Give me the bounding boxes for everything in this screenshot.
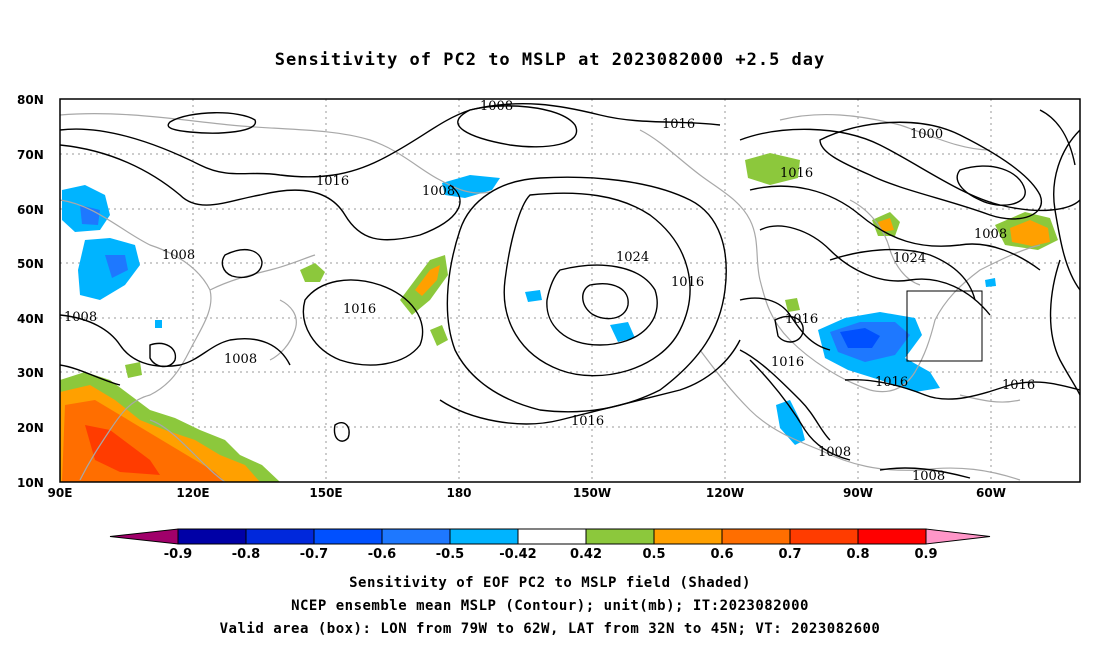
colorbar-box <box>517 528 587 545</box>
colorbar-tick-label: -0.42 <box>499 547 536 562</box>
colorbar-box <box>857 528 927 545</box>
colorbar-box <box>789 528 859 545</box>
colorbar-tick-label: -0.8 <box>232 547 260 562</box>
contour-label: 1000 <box>910 127 943 142</box>
contour-label: 1016 <box>771 355 804 370</box>
contour-label: 1008 <box>224 352 257 367</box>
colorbar-left-triangle <box>109 528 179 545</box>
colorbar-tick-label: -0.6 <box>368 547 396 562</box>
contour-label: 1016 <box>875 375 908 390</box>
lat-label: 20N <box>17 421 44 435</box>
colorbar-tick-label: 0.5 <box>642 547 665 562</box>
lat-label: 50N <box>17 257 44 271</box>
contour-label: 1008 <box>974 227 1007 242</box>
colorbar: -0.9 -0.8 -0.7 -0.6 -0.5 -0.42 0.42 0.5 0.6 0.7 0.… <box>109 528 991 562</box>
contour-label: 1016 <box>571 414 604 429</box>
colorbar-box <box>381 528 451 545</box>
lon-label: 120W <box>706 486 744 500</box>
colorbar-right-triangle <box>925 528 991 545</box>
lon-label: 90W <box>843 486 873 500</box>
colorbar-tick-label: 0.7 <box>778 547 801 562</box>
colorbar-box <box>653 528 723 545</box>
plot-border <box>59 98 1081 483</box>
colorbar-box <box>721 528 791 545</box>
contour-label: 1016 <box>780 166 813 181</box>
mslp-contours <box>59 103 1081 479</box>
lat-label: 80N <box>17 93 44 107</box>
coastlines <box>59 113 1041 483</box>
lon-label: 150W <box>573 486 611 500</box>
colorbar-box <box>313 528 383 545</box>
colorbar-tick-label: 0.8 <box>846 547 869 562</box>
contour-label: 1016 <box>785 312 818 327</box>
shaded-sensitivity <box>60 153 1058 482</box>
colorbar-tick-label: 0.42 <box>570 547 602 562</box>
contour-labels: 1008 1016 1000 1016 1008 1016 1008 1008 … <box>64 99 1035 484</box>
contour-label: 1008 <box>818 445 851 460</box>
map-title: Sensitivity of PC2 to MSLP at 2023082000… <box>274 50 826 70</box>
lat-label: 60N <box>17 203 44 217</box>
grid-lines <box>60 99 1080 482</box>
contour-label: 1024 <box>893 251 926 266</box>
lon-label: 120E <box>176 486 209 500</box>
caption-shaded: Sensitivity of EOF PC2 to MSLP field (Sh… <box>349 575 751 591</box>
colorbar-tick-label: -0.9 <box>164 547 192 562</box>
contour-label: 1016 <box>1002 378 1035 393</box>
lon-label: 180 <box>446 486 471 500</box>
lon-label: 90E <box>48 486 73 500</box>
lat-label: 70N <box>17 148 44 162</box>
caption-contour: NCEP ensemble mean MSLP (Contour); unit(… <box>291 598 809 614</box>
colorbar-tick-label: -0.5 <box>436 547 464 562</box>
contour-label: 1016 <box>671 275 704 290</box>
lon-label: 60W <box>976 486 1006 500</box>
caption-valid-area: Valid area (box): LON from 79W to 62W, L… <box>219 621 881 637</box>
colorbar-box <box>449 528 519 545</box>
contour-label: 1008 <box>480 99 513 114</box>
lat-label: 30N <box>17 366 44 380</box>
longitude-labels: 90E 120E 150E 180 150W 120W 90W 60W <box>48 486 1006 500</box>
contour-label: 1008 <box>64 310 97 325</box>
valid-area-box <box>906 290 983 362</box>
contour-label: 1016 <box>316 174 349 189</box>
contour-label: 1016 <box>662 117 695 132</box>
colorbar-box <box>245 528 315 545</box>
colorbar-tick-label: 0.6 <box>710 547 733 562</box>
contour-label: 1024 <box>616 250 649 265</box>
contour-label: 1008 <box>912 469 945 484</box>
lat-label: 40N <box>17 312 44 326</box>
colorbar-tick-label: 0.9 <box>914 547 937 562</box>
colorbar-box <box>585 528 655 545</box>
colorbar-tick-label: -0.7 <box>300 547 328 562</box>
colorbar-box <box>177 528 247 545</box>
contour-label: 1008 <box>162 248 195 263</box>
contour-label: 1016 <box>343 302 376 317</box>
lon-label: 150E <box>309 486 342 500</box>
latitude-labels: 80N 70N 60N 50N 40N 30N 20N 10N <box>17 93 44 490</box>
lat-label: 10N <box>17 476 44 490</box>
contour-label: 1008 <box>422 184 455 199</box>
